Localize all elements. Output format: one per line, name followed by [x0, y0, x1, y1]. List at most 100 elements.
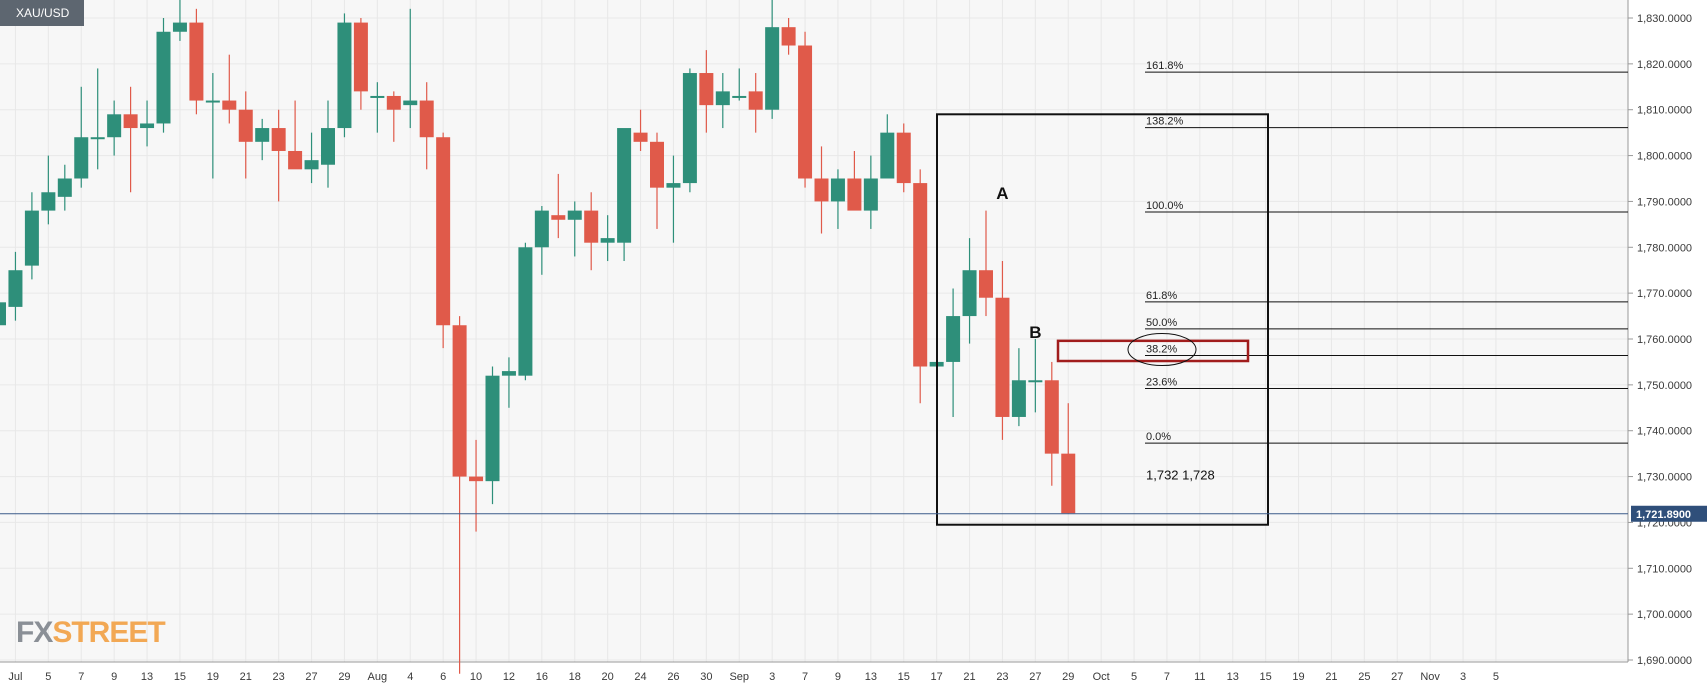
- x-tick-label: 3: [1460, 671, 1466, 683]
- x-tick-label: 7: [78, 671, 84, 683]
- candle-body: [485, 375, 500, 482]
- candle-body: [74, 137, 89, 179]
- candle-body: [501, 371, 516, 376]
- x-tick-label: 18: [569, 671, 581, 683]
- candle-up: [41, 155, 56, 225]
- x-tick-label: 30: [700, 671, 712, 683]
- candle-down: [814, 146, 829, 234]
- x-tick-label: 19: [1292, 671, 1304, 683]
- x-tick-label: 21: [1325, 671, 1337, 683]
- retracement-ellipse: [1127, 333, 1197, 367]
- candle-body: [814, 178, 829, 202]
- candle-body: [304, 160, 319, 170]
- wave-label: A: [996, 184, 1008, 203]
- x-tick-label: 5: [1493, 671, 1499, 683]
- candle-body: [1061, 453, 1076, 514]
- candle-up: [74, 86, 89, 188]
- x-tick-label: Oct: [1093, 671, 1110, 683]
- candle-up: [172, 0, 187, 41]
- candle-up: [830, 169, 845, 229]
- candle-up: [946, 288, 961, 417]
- candle-body: [419, 100, 434, 138]
- symbol-badge: XAU/USD: [0, 0, 84, 26]
- candle-body: [666, 183, 681, 188]
- candle-body: [518, 247, 533, 376]
- candle-body: [830, 178, 845, 202]
- candle-up: [501, 357, 516, 408]
- wave-label: B: [1029, 323, 1041, 342]
- candle-down: [271, 109, 286, 202]
- candle-body: [255, 128, 270, 142]
- candle-down: [551, 173, 566, 239]
- candle-down: [913, 169, 928, 404]
- candle-up: [205, 73, 220, 179]
- candle-body: [156, 31, 171, 124]
- candle-up: [337, 13, 352, 138]
- candle-up: [715, 73, 730, 129]
- candle-up: [666, 155, 681, 243]
- candle-up: [732, 68, 747, 101]
- candle-down: [748, 73, 763, 133]
- candle-body: [682, 73, 697, 184]
- candle-body: [469, 476, 484, 482]
- y-tick-label: 1,710.0000: [1637, 563, 1692, 575]
- candle-down: [896, 123, 911, 193]
- y-tick-label: 1,810.0000: [1637, 105, 1692, 117]
- candle-down: [995, 261, 1010, 440]
- candle-body: [205, 100, 220, 103]
- candle-body: [617, 128, 632, 243]
- candle-body: [189, 22, 204, 101]
- x-tick-label: 17: [931, 671, 943, 683]
- candle-up: [1011, 348, 1026, 427]
- y-tick-label: 1,740.0000: [1637, 426, 1692, 438]
- candle-down: [288, 100, 303, 170]
- candle-down: [798, 31, 813, 188]
- candle-up: [321, 100, 335, 188]
- candle-body: [172, 22, 187, 32]
- candle-body: [765, 27, 780, 110]
- candle-body: [222, 100, 237, 110]
- candle-body: [123, 114, 138, 129]
- x-tick-label: 29: [1062, 671, 1074, 683]
- retracement-zone-highlight: [1056, 339, 1250, 363]
- x-tick-label: 13: [865, 671, 877, 683]
- x-tick-label: 15: [1260, 671, 1272, 683]
- y-tick-label: 1,780.0000: [1637, 242, 1692, 254]
- candle-body: [24, 210, 39, 266]
- candle-down: [189, 8, 204, 115]
- fib-level-label: 61.8%: [1146, 290, 1177, 302]
- candle-up: [485, 366, 500, 505]
- candle-body: [650, 141, 664, 188]
- x-tick-label: 13: [1227, 671, 1239, 683]
- y-tick-label: 1,750.0000: [1637, 380, 1692, 392]
- x-tick-label: 21: [240, 671, 252, 683]
- y-tick-label: 1,800.0000: [1637, 151, 1692, 163]
- candle-up: [8, 251, 23, 321]
- current-price-label: 1,721.8900: [1636, 509, 1691, 521]
- x-tick-label: 13: [141, 671, 153, 683]
- candle-body: [600, 238, 615, 243]
- candle-body: [633, 132, 648, 142]
- candle-up: [518, 242, 533, 381]
- x-tick-label: 23: [996, 671, 1008, 683]
- candle-body: [699, 73, 714, 106]
- candle-body: [90, 137, 105, 140]
- candle-body: [107, 114, 122, 138]
- candle-up: [403, 8, 418, 129]
- candle-down: [979, 210, 993, 317]
- candle-body: [748, 91, 763, 110]
- candle-down: [419, 82, 434, 170]
- candle-up: [962, 238, 977, 344]
- x-tick-label: 7: [1164, 671, 1170, 683]
- candle-body: [337, 22, 352, 129]
- x-tick-label: 25: [1358, 671, 1370, 683]
- fib-level-label: 0.0%: [1146, 431, 1171, 443]
- candle-body: [57, 178, 72, 197]
- candle-body: [913, 183, 928, 367]
- projection-box: [936, 113, 1269, 526]
- candle-down: [584, 192, 599, 271]
- candle-body: [8, 270, 23, 307]
- candle-body: [1028, 380, 1043, 383]
- candle-down: [650, 132, 664, 229]
